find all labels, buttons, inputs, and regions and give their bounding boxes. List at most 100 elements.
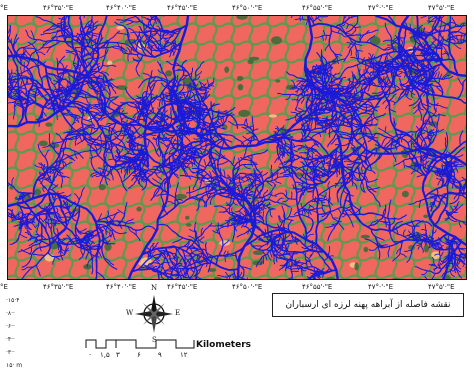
river-segment: [39, 217, 44, 223]
river-segment: [175, 182, 179, 195]
river-segment: [153, 16, 160, 23]
river-segment: [199, 177, 203, 190]
river-segment: [276, 197, 284, 203]
river-segment: [422, 160, 428, 174]
river-segment: [79, 244, 84, 257]
river-segment: [90, 19, 94, 33]
river-segment: [359, 91, 370, 96]
river-segment: [321, 213, 327, 217]
river-segment: [421, 270, 428, 276]
river-segment: [276, 175, 290, 179]
river-segment: [90, 16, 93, 23]
river-segment: [377, 150, 386, 160]
river-segment: [40, 162, 43, 169]
river-segment: [74, 150, 84, 159]
river-segment: [350, 47, 353, 56]
river-segment: [312, 170, 315, 180]
river-segment: [159, 28, 162, 37]
zone-patch: [136, 206, 142, 212]
river-segment: [25, 29, 35, 40]
river-segment: [350, 179, 358, 190]
river-segment: [206, 185, 218, 192]
river-segment: [161, 155, 165, 165]
river-segment: [217, 160, 229, 166]
river-segment: [314, 154, 320, 158]
river-segment: [171, 49, 175, 56]
river-segment: [364, 238, 379, 248]
river-segment: [308, 107, 312, 119]
river-segment: [30, 222, 35, 228]
river-segment: [335, 86, 345, 94]
river-segment: [311, 16, 315, 22]
river-segment: [198, 127, 216, 132]
river-segment: [366, 64, 381, 74]
river-segment: [416, 243, 422, 247]
river-segment: [268, 184, 277, 195]
river-segment: [49, 179, 56, 184]
river-segment: [187, 104, 193, 121]
river-segment: [90, 31, 101, 35]
river-segment: [152, 177, 163, 184]
river-segment: [197, 256, 202, 263]
river-segment: [176, 147, 181, 157]
river-segment: [300, 119, 311, 130]
river-segment: [462, 193, 466, 195]
river-segment: [44, 187, 52, 194]
river-segment: [26, 222, 31, 230]
river-segment: [449, 239, 454, 245]
river-segment: [170, 267, 177, 275]
river-segment: [447, 38, 455, 41]
river-segment: [158, 138, 167, 142]
river-segment: [102, 103, 106, 113]
river-segment: [87, 143, 98, 154]
river-segment: [107, 128, 110, 139]
river-segment: [96, 16, 108, 56]
river-segment: [182, 106, 188, 113]
river-segment: [120, 166, 124, 174]
river-segment: [149, 259, 156, 266]
river-segment: [274, 134, 279, 152]
river-segment: [190, 239, 209, 261]
river-segment: [288, 155, 293, 170]
river-segment: [24, 84, 34, 124]
top-tick: ۴۷°·'·"E: [368, 4, 394, 12]
river-segment: [398, 42, 420, 64]
river-segment: [198, 121, 216, 128]
river-segment: [427, 210, 466, 247]
river-segment: [297, 145, 304, 151]
river-segment: [87, 33, 98, 37]
river-segment: [91, 80, 109, 84]
river-segment: [451, 239, 456, 245]
river-segment: [138, 40, 147, 42]
river-segment: [221, 175, 235, 185]
river-segment: [8, 81, 14, 88]
river-segment: [106, 132, 116, 136]
river-segment: [116, 103, 124, 110]
river-segment: [312, 160, 320, 165]
river-segment: [129, 125, 132, 135]
river-segment: [152, 22, 155, 28]
river-segment: [168, 107, 173, 128]
river-segment: [49, 216, 60, 223]
river-segment: [56, 173, 66, 178]
river-segment: [359, 120, 368, 149]
zone-patch: [9, 186, 14, 190]
river-segment: [407, 53, 421, 72]
river-segment: [183, 162, 188, 168]
river-segment: [95, 266, 98, 279]
zone-patch: [213, 276, 222, 279]
river-segment: [364, 106, 380, 114]
river-segment: [199, 88, 208, 91]
river-segment: [64, 28, 73, 36]
river-segment: [451, 17, 457, 27]
river-segment: [324, 84, 329, 110]
river-segment: [447, 159, 459, 165]
river-segment: [93, 80, 99, 87]
river-segment: [24, 53, 32, 61]
river-segment: [263, 223, 288, 233]
river-segment: [250, 140, 253, 146]
river-segment: [287, 261, 290, 268]
river-segment: [343, 184, 362, 223]
river-segment: [329, 211, 335, 220]
river-segment: [80, 25, 98, 45]
